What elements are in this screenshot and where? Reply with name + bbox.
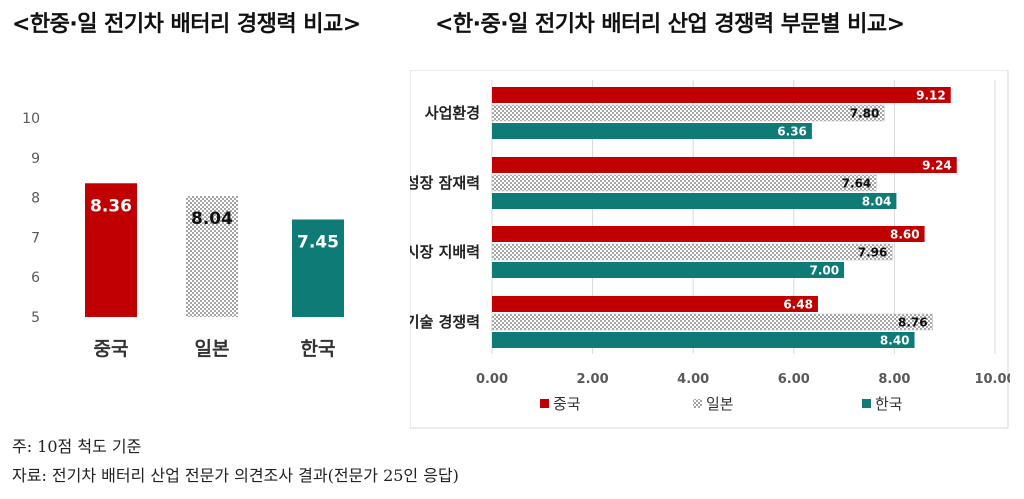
bar-value-label: 8.36 bbox=[90, 196, 132, 216]
bar-한국 bbox=[292, 219, 344, 317]
category-label: 중국 bbox=[94, 338, 129, 360]
x-tick-label: 8.00 bbox=[878, 372, 910, 387]
bar-value-label: 8.76 bbox=[898, 316, 928, 330]
overall-competitiveness-chart: 10 9 8 7 6 5 8.36 8.04 7.45 중국 일본 한국 bbox=[22, 111, 344, 360]
category-label: 일본 bbox=[195, 338, 230, 360]
legend-swatch bbox=[540, 399, 549, 408]
scale-note: 주: 10점 척도 기준 bbox=[12, 437, 142, 456]
bar-value-label: 8.60 bbox=[890, 228, 920, 242]
y-tick-label: 10 bbox=[22, 111, 40, 127]
y-tick-label: 7 bbox=[31, 230, 40, 246]
plot-border bbox=[410, 70, 1009, 429]
x-tick-label: 2.00 bbox=[577, 372, 609, 387]
bar-일본-사업환경 bbox=[491, 104, 885, 122]
x-tick-label: 10.00 bbox=[974, 372, 1010, 387]
bar-일본 bbox=[186, 196, 238, 317]
bar-value-label: 8.04 bbox=[862, 195, 892, 209]
bar-중국-기술 경쟁력 bbox=[492, 296, 818, 312]
bar-value-label: 7.64 bbox=[842, 177, 872, 191]
bar-value-label: 7.96 bbox=[858, 246, 888, 260]
legend-label: 한국 bbox=[875, 395, 903, 413]
right-chart-title: <한·중·일 전기차 배터리 산업 경쟁력 부문별 비교> bbox=[435, 12, 905, 37]
bar-한국-사업환경 bbox=[492, 123, 812, 139]
bar-일본-기술 경쟁력 bbox=[491, 313, 933, 331]
y-tick-label: 5 bbox=[31, 310, 40, 326]
x-tick-label: 6.00 bbox=[778, 372, 810, 387]
legend-label: 일본 bbox=[706, 395, 734, 413]
category-label: 한국 bbox=[301, 338, 336, 360]
bar-value-label: 7.00 bbox=[809, 264, 839, 278]
sector-competitiveness-chart: 9.12 7.80 6.36 9.24 7.64 8.04 8.607.96 7.00 6.48… bbox=[410, 70, 1010, 429]
bar-value-label: 8.40 bbox=[880, 334, 910, 348]
y-tick-label: 8 bbox=[31, 191, 40, 207]
legend-swatch bbox=[862, 399, 871, 408]
bar-한국-기술 경쟁력 bbox=[492, 332, 915, 348]
footnotes: 주: 10점 척도 기준 자료: 전기차 배터리 산업 전문가 의견조사 결과(… bbox=[12, 432, 459, 490]
bar-일본-성장 잠재력 bbox=[491, 174, 877, 192]
bar-value-label: 7.45 bbox=[297, 232, 339, 252]
y-tick-label: 6 bbox=[31, 270, 40, 286]
bar-중국 bbox=[85, 183, 137, 317]
category-label: 사업환경 bbox=[425, 104, 480, 122]
bar-value-label: 6.36 bbox=[777, 125, 807, 139]
category-label: 기술 경쟁력 bbox=[410, 313, 480, 331]
bar-value-label: 8.04 bbox=[191, 209, 233, 229]
bar-value-label: 6.48 bbox=[783, 298, 813, 312]
bar-한국-성장 잠재력 bbox=[492, 193, 897, 209]
category-label: 성장 잠재력 bbox=[410, 174, 480, 192]
bar-value-label: 7.80 bbox=[850, 107, 880, 121]
source-note: 자료: 전기차 배터리 산업 전문가 의견조사 결과(전문가 25인 응답) bbox=[12, 466, 459, 485]
bar-value-label: 9.12 bbox=[916, 89, 946, 103]
bar-중국-성장 잠재력 bbox=[492, 157, 957, 173]
left-chart-title: <한중·일 전기차 배터리 경쟁력 비교> bbox=[12, 12, 361, 37]
bar-중국-시장 지배력 bbox=[492, 226, 925, 242]
bar-value-label: 9.24 bbox=[922, 159, 952, 173]
legend-swatch bbox=[693, 399, 702, 408]
x-tick-label: 0.00 bbox=[476, 372, 508, 387]
legend-label: 중국 bbox=[553, 395, 581, 413]
y-tick-label: 9 bbox=[31, 151, 40, 167]
bar-일본-시장 지배력 bbox=[491, 243, 893, 261]
bar-한국-시장 지배력 bbox=[492, 262, 845, 278]
bar-중국-사업환경 bbox=[492, 87, 951, 103]
x-tick-label: 4.00 bbox=[677, 372, 709, 387]
category-label: 시장 지배력 bbox=[410, 243, 480, 261]
